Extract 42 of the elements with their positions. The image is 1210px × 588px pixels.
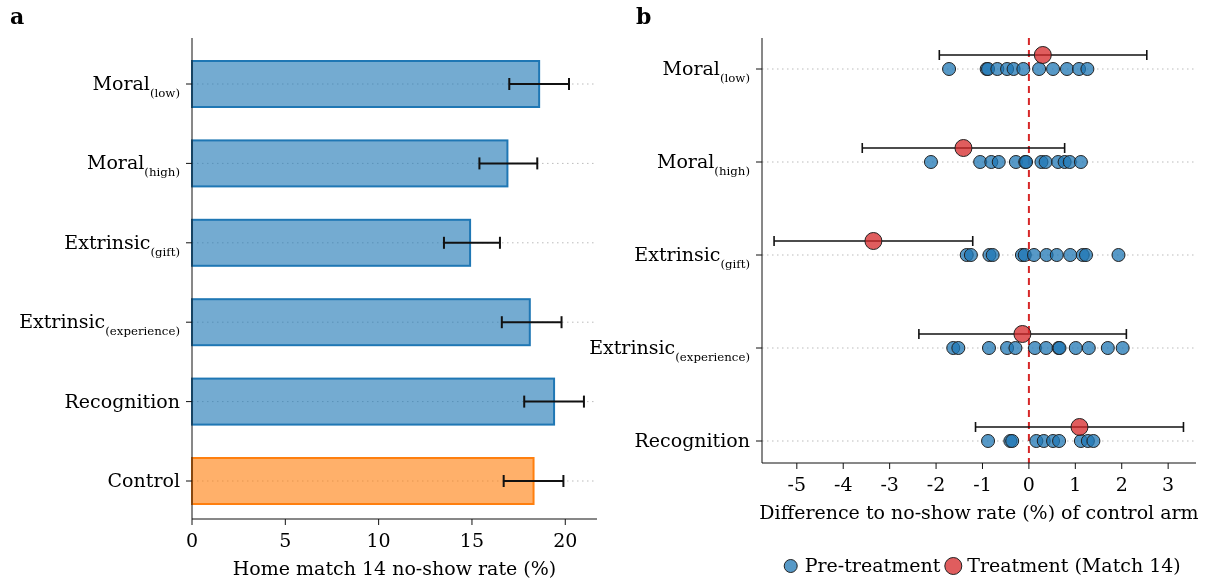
bar [191,377,556,426]
y-tick-label: Recognition [64,389,180,412]
legend-label: Pre-treatment [804,554,941,576]
x-tick-label: 20 [553,529,578,551]
x-tick-label: -4 [833,473,853,495]
y-tick-label: Extrinsic$_{(gift)}$ [634,243,750,271]
x-tick-label: 1 [1069,473,1082,495]
point [1070,418,1089,436]
x-tick-label: -1 [973,473,992,495]
chart-title: b [636,3,652,29]
y-tick-label: Recognition [634,429,750,451]
x-axis-title: Difference to no-show rate (%) of control arm [759,501,1199,523]
y-tick-label: Moral$_{(low)}$ [662,57,750,85]
y-tick-label: Control [107,469,180,491]
x-tick-label: -2 [926,473,946,495]
x-tick-label: 10 [366,529,391,551]
point [1033,46,1052,64]
x-tick-label: 2 [1115,473,1128,495]
x-tick-label: 0 [1022,473,1035,495]
point [864,232,883,250]
bar [191,457,535,505]
point [954,139,973,157]
y-tick-label: Extrinsic$_{(gift)}$ [64,230,180,259]
chart-title: a [10,3,25,29]
x-axis-title: Home match 14 no-show rate (%) [232,557,557,579]
bar [191,298,531,347]
y-tick-label: Extrinsic$_{(experience)}$ [589,336,750,364]
x-tick-label: -5 [787,473,807,495]
legend-label: Treatment (Match 14) [967,554,1181,576]
x-tick-label: 15 [459,529,485,551]
point [1013,325,1032,343]
y-tick-label: Moral$_{(high)}$ [86,151,180,180]
x-tick-label: 0 [185,529,199,551]
y-tick-label: Extrinsic$_{(experience)}$ [19,310,180,339]
x-tick-label: 3 [1162,473,1175,495]
bar [191,60,541,108]
bar [191,139,509,188]
y-tick-label: Moral$_{(low)}$ [92,72,180,100]
x-tick-label: 5 [279,529,292,551]
bar [191,218,472,267]
x-tick-label: -3 [880,473,899,495]
y-tick-label: Moral$_{(high)}$ [656,150,750,178]
